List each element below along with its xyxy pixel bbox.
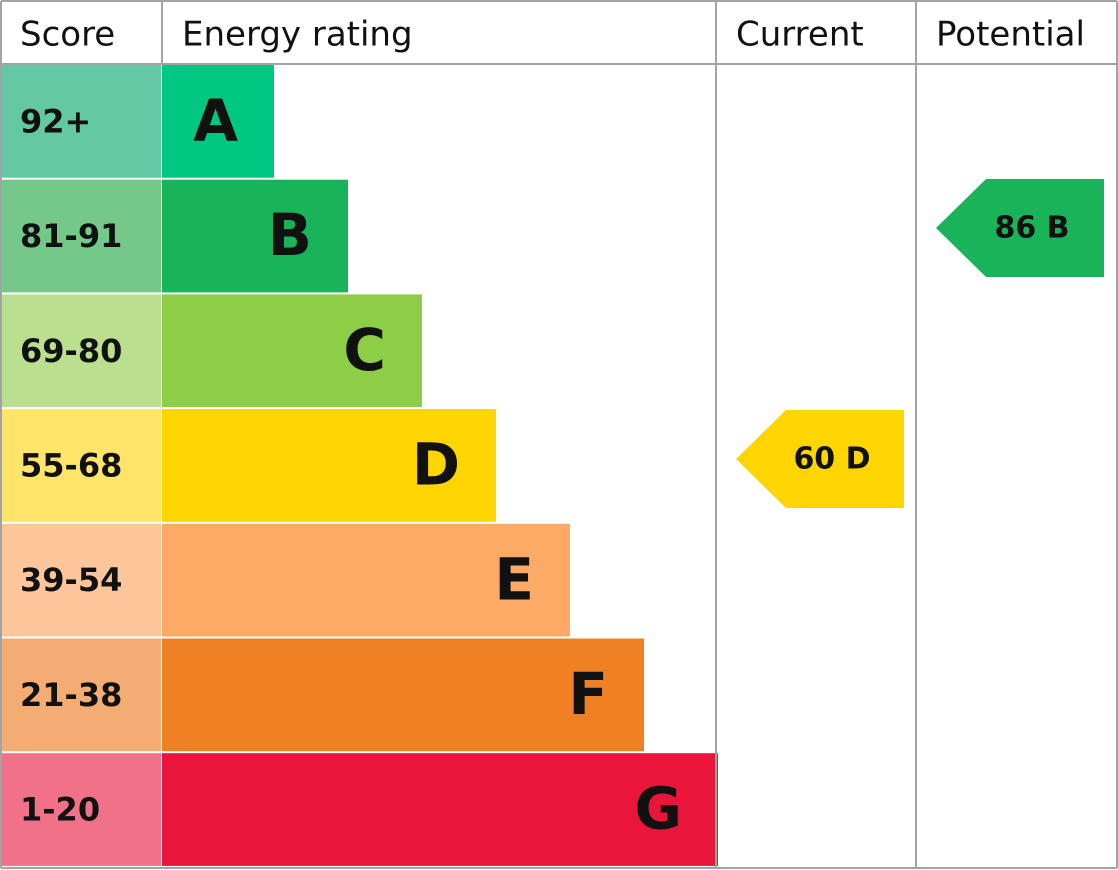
rating-bar [162,638,644,752]
score-label: 55-68 [20,446,122,484]
current-label: 60 D [793,442,870,477]
rating-letter: F [568,660,608,728]
score-cell [2,638,161,752]
score-cell [2,753,161,866]
score-label: 39-54 [20,561,122,599]
score-cell [2,179,161,293]
score-cell [2,523,161,637]
rating-letter: D [412,431,460,499]
rating-bar [162,409,496,522]
header-current: Current [736,15,864,55]
current-arrow [736,410,904,508]
rating-bar [162,179,348,293]
rating-bar [162,294,422,408]
rating-letter: G [634,775,682,843]
score-cell [2,409,161,522]
header-energy-rating: Energy rating [182,15,413,55]
score-cell [2,294,161,408]
score-label: 69-80 [20,332,122,370]
bands: 92+ A 81-91 B 69-80 C 55-68 D 39-54 E 21-38 F 1-20 G [2,65,718,866]
rating-letter: E [494,545,534,613]
score-cell [2,65,161,178]
header-score: Score [20,15,115,55]
rating-bar [162,753,718,866]
rating-bar [162,65,274,178]
rating-letter: C [343,316,386,384]
potential-label: 86 B [994,211,1069,246]
score-label: 81-91 [20,217,122,255]
score-label: 1-20 [20,791,100,829]
rating-bar [162,523,570,637]
header-potential: Potential [936,15,1085,55]
rating-letter: B [268,201,312,269]
score-label: 92+ [20,102,91,140]
score-label: 21-38 [20,676,122,714]
rating-letter: A [193,86,238,154]
potential-arrow [936,179,1104,277]
